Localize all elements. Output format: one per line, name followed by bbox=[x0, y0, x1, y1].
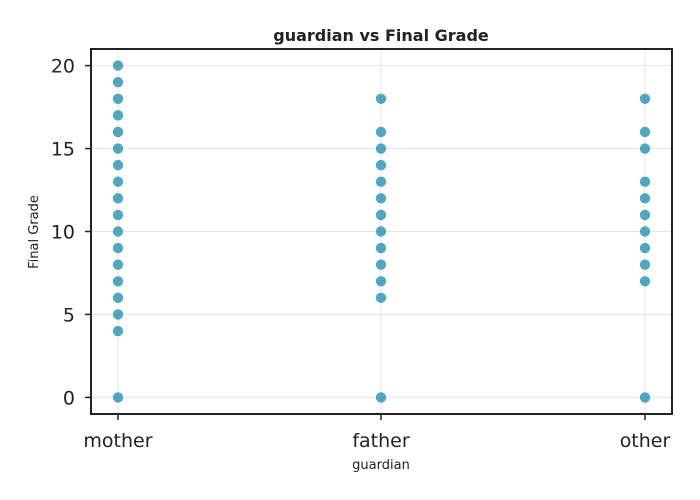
scatter-point bbox=[112, 93, 124, 104]
scatter-point bbox=[112, 242, 124, 254]
x-tick-label: other bbox=[620, 430, 671, 452]
scatter-point bbox=[639, 392, 651, 403]
scatter-point bbox=[375, 93, 387, 104]
scatter-point bbox=[375, 143, 387, 154]
ticks-layer: 0 5 10 15 20 mother father other bbox=[51, 56, 671, 452]
scatter-point bbox=[112, 309, 124, 320]
scatter-point bbox=[375, 193, 387, 204]
points-layer bbox=[112, 60, 651, 403]
scatter-point bbox=[112, 325, 124, 337]
scatter-point bbox=[375, 259, 387, 270]
scatter-point bbox=[112, 176, 124, 187]
scatter-point bbox=[639, 143, 651, 154]
scatter-point bbox=[112, 143, 124, 154]
scatter-point bbox=[112, 392, 124, 403]
scatter-point bbox=[639, 126, 651, 138]
scatter-point bbox=[375, 242, 387, 254]
scatter-point bbox=[639, 226, 651, 237]
scatter-point bbox=[639, 276, 651, 287]
x-axis-label: guardian bbox=[352, 458, 410, 473]
x-tick-label: mother bbox=[83, 430, 152, 452]
scatter-point bbox=[639, 242, 651, 254]
scatter-point bbox=[375, 276, 387, 287]
scatter-point bbox=[112, 209, 124, 221]
scatter-point bbox=[112, 110, 124, 121]
y-axis-label: Final Grade bbox=[27, 195, 42, 269]
scatter-point bbox=[375, 159, 387, 171]
scatter-point bbox=[112, 259, 124, 270]
scatter-point bbox=[112, 292, 124, 304]
y-tick-label: 15 bbox=[51, 139, 75, 161]
scatter-point bbox=[639, 259, 651, 270]
scatter-point bbox=[112, 226, 124, 237]
x-tick-label: father bbox=[352, 430, 410, 452]
y-tick-label: 20 bbox=[51, 56, 75, 78]
y-tick-label: 10 bbox=[51, 222, 75, 244]
scatter-point bbox=[112, 193, 124, 204]
scatter-point bbox=[375, 292, 387, 304]
scatter-point bbox=[112, 159, 124, 171]
scatter-point bbox=[375, 126, 387, 138]
y-tick-label: 0 bbox=[63, 387, 75, 409]
scatter-point bbox=[375, 176, 387, 187]
scatter-point bbox=[375, 209, 387, 221]
chart-title: guardian vs Final Grade bbox=[273, 26, 489, 45]
scatter-point bbox=[375, 226, 387, 237]
scatter-point bbox=[639, 176, 651, 187]
y-tick-label: 5 bbox=[63, 304, 75, 326]
scatter-point bbox=[639, 93, 651, 104]
scatter-point bbox=[112, 276, 124, 287]
scatter-point bbox=[112, 76, 124, 88]
scatter-point bbox=[375, 392, 387, 403]
scatter-point bbox=[639, 209, 651, 221]
scatter-point bbox=[112, 60, 124, 71]
scatter-point bbox=[112, 126, 124, 138]
scatter-point bbox=[639, 193, 651, 204]
